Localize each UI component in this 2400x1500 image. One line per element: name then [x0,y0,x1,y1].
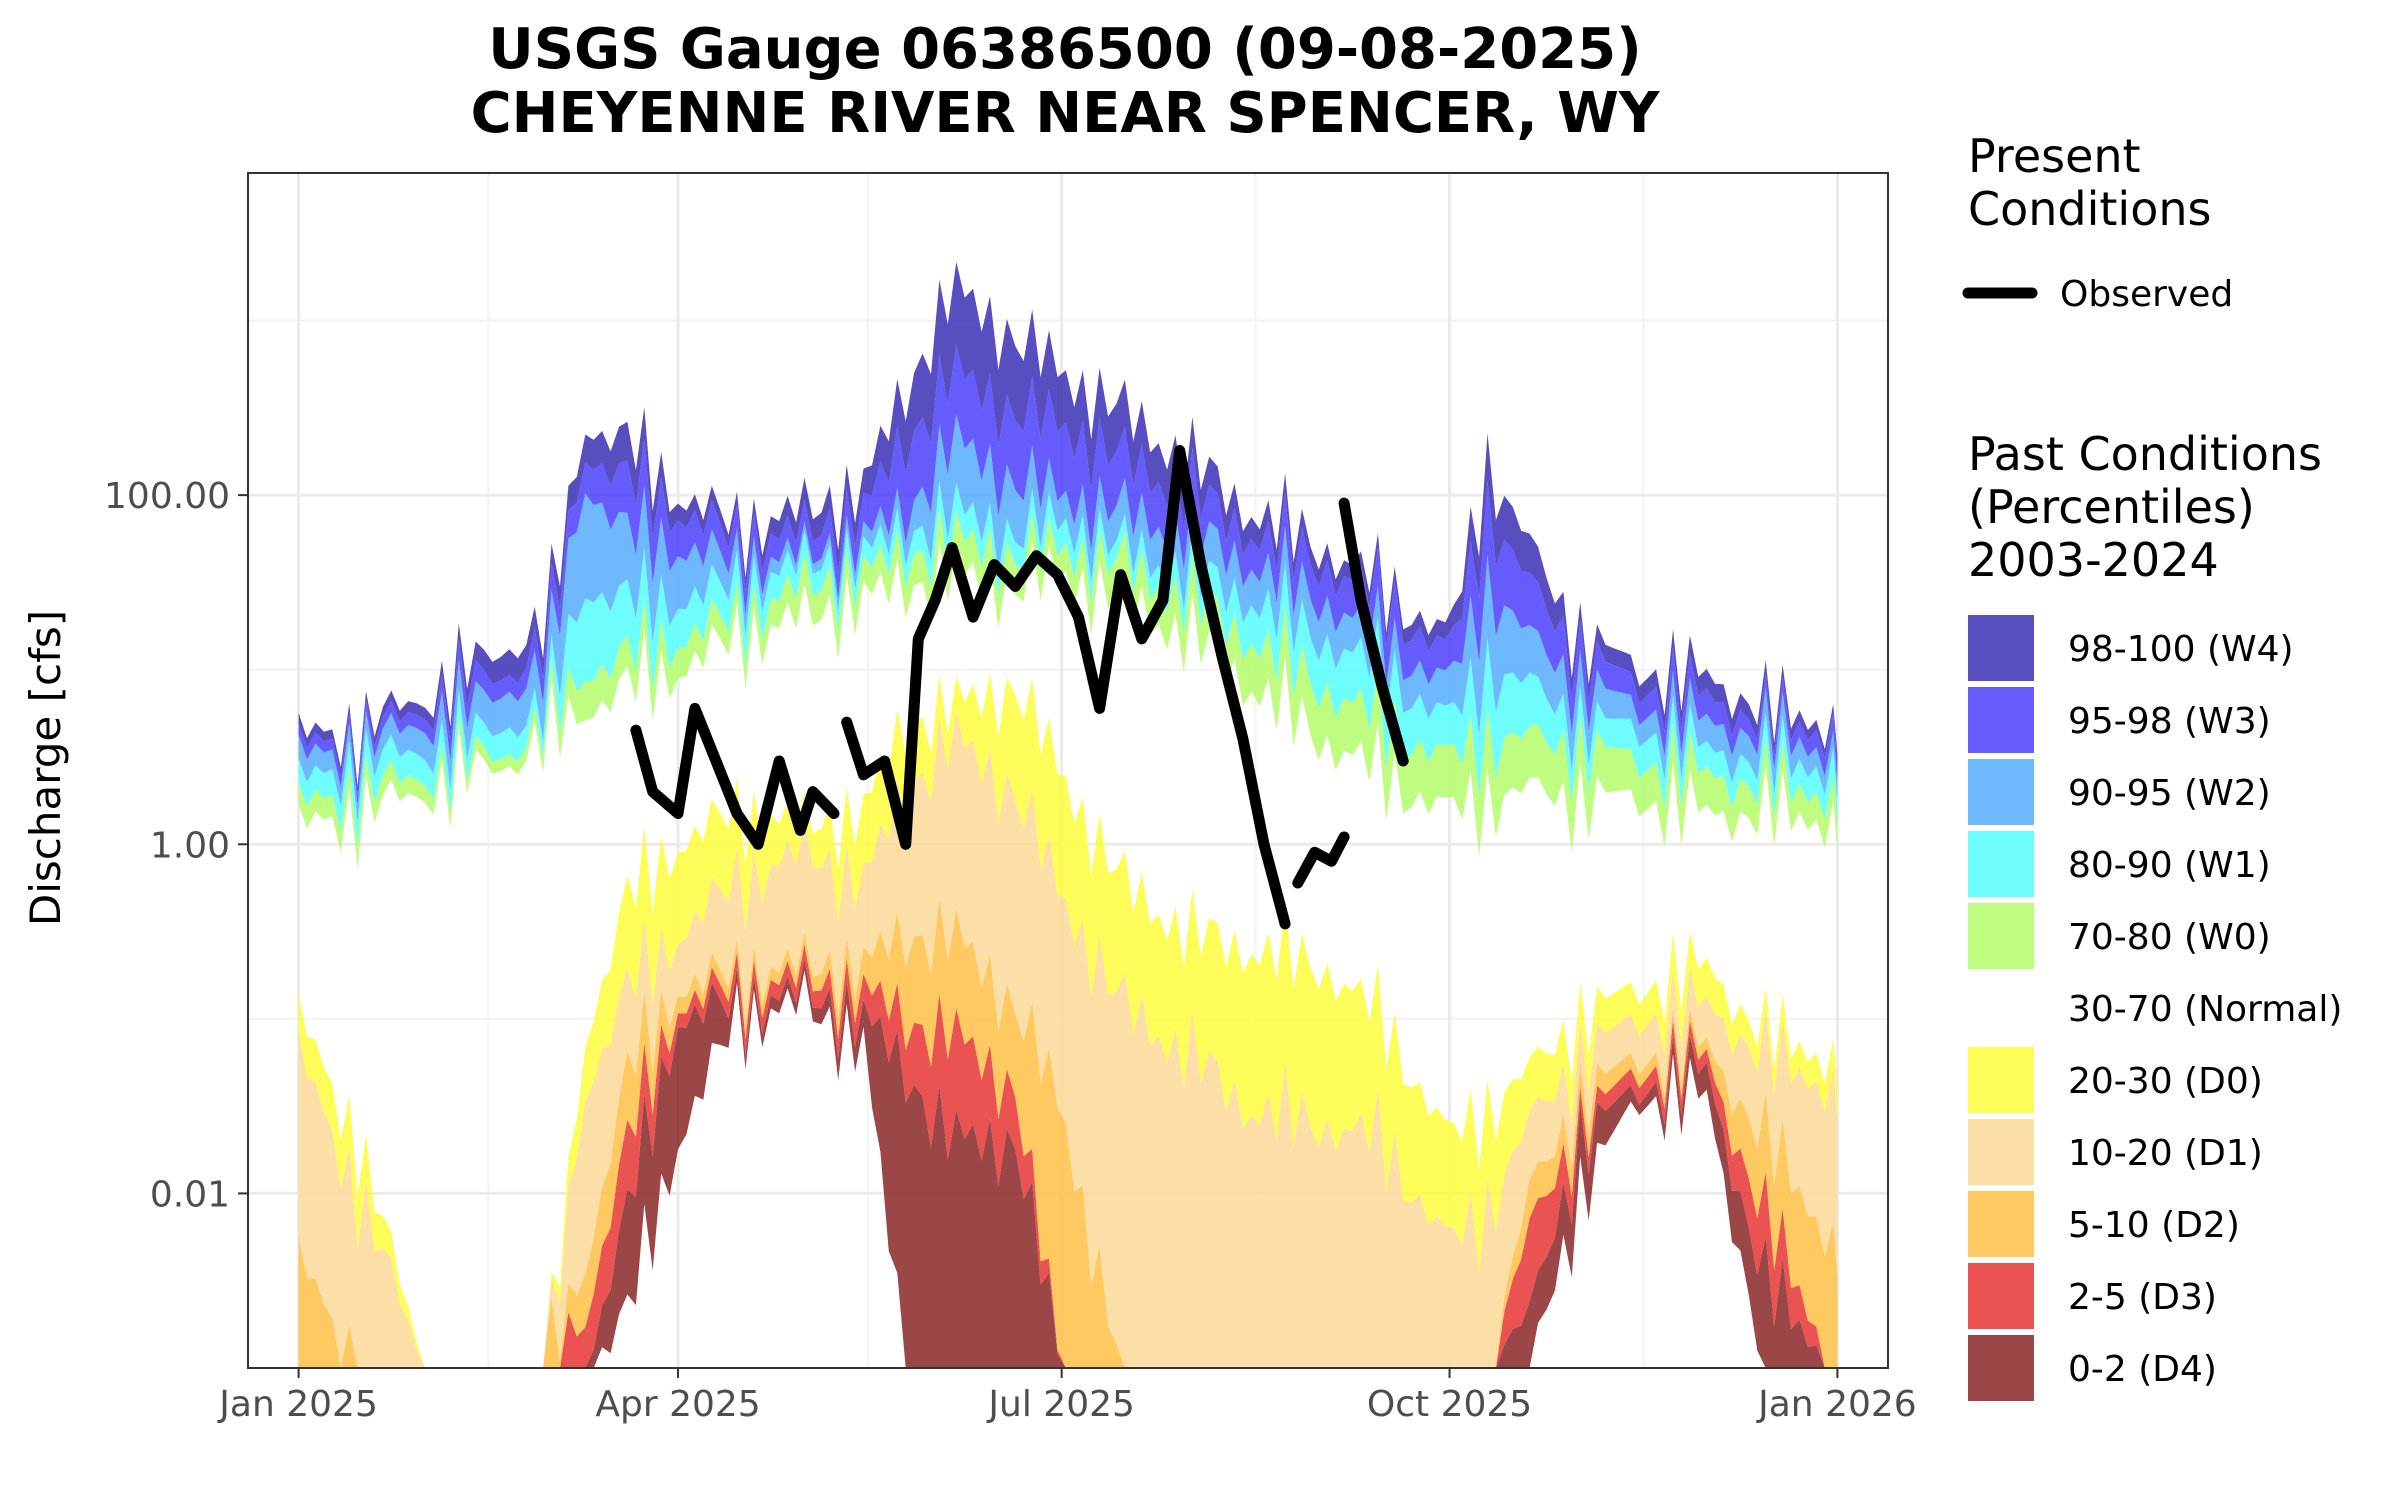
legend-swatch [1968,831,2034,897]
observed-series [630,445,1409,930]
legend-swatch [1968,615,2034,681]
legend-band-label: 20-30 (D0) [2068,1061,2263,1102]
y-tick-label: 0.01 [150,1174,230,1215]
band-95-98 [298,344,1838,806]
legend-swatch [1968,759,2034,825]
axis-ticks [238,494,1839,1378]
legend-band-label: 2-5 (D3) [2068,1277,2217,1318]
legend-swatch [1968,687,2034,753]
legend-band-label: 90-95 (W2) [2068,773,2271,814]
legend-band-label: 30-70 (Normal) [2068,989,2342,1030]
band-70-80 [298,507,1838,870]
x-tick-label: Oct 2025 [1367,1384,1532,1425]
plot-border [247,172,1889,1369]
legend-present-title-line1: Present [1968,129,2141,183]
observed-line [1292,831,1350,889]
legend-band-label: 70-80 (W0) [2068,917,2271,958]
x-tick-label: Jul 2025 [986,1384,1135,1425]
legend-swatch [1968,1047,2034,1113]
legend-past-title-line3: 2003-2024 [1968,533,2219,587]
legend-observed-label: Observed [2060,274,2233,315]
legend-band-label: 98-100 (W4) [2068,629,2294,670]
x-tick-label: Jan 2026 [1756,1384,1917,1425]
y-axis-title: Discharge [cfs] [21,610,70,926]
band-0-2 [298,958,1838,1368]
observed-line [841,445,1291,930]
legend-swatch [1968,903,2034,969]
observed-line [1338,497,1409,767]
x-tick-label: Jan 2025 [217,1384,378,1425]
band-80-90 [298,480,1838,848]
band-20-30 [298,672,1838,1368]
legend-swatch [1968,1263,2034,1329]
x-tick-label: Apr 2025 [595,1384,760,1425]
legend-band-label: 5-10 (D2) [2068,1205,2240,1246]
legend-swatch [1968,1191,2034,1257]
legend-swatch [1968,975,2034,1041]
legend: Present Conditions Observed Past Conditi… [1962,129,2342,1401]
legend-past-title-line2: (Percentiles) [1968,480,2255,534]
legend-past-title-line1: Past Conditions [1968,427,2322,481]
x-tick-labels: Jan 2025 Apr 2025 Jul 2025 Oct 2025 Jan 2026 [217,1384,1916,1425]
legend-band-items: 98-100 (W4) 95-98 (W3) 90-95 (W2) 80-90 (W1… [1968,615,2342,1401]
y-tick-label: 100.00 [104,476,230,517]
legend-band-label: 10-20 (D1) [2068,1133,2263,1174]
chart-title: USGS Gauge 06386500 (09-08-2025) [488,17,1641,82]
legend-swatch [1968,1335,2034,1401]
observed-line [630,702,840,850]
chart-subtitle: CHEYENNE RIVER NEAR SPENCER, WY [471,81,1661,146]
band-10-20 [298,711,1838,1368]
legend-present-title-line2: Conditions [1968,182,2211,236]
legend-swatch [1968,1119,2034,1185]
legend-band-label: 95-98 (W3) [2068,701,2271,742]
y-tick-label: 1.00 [150,825,230,866]
band-5-10 [298,898,1838,1368]
percentile-bands [298,261,1838,1368]
y-tick-labels: 100.00 1.00 0.01 [104,476,230,1215]
legend-band-label: 80-90 (W1) [2068,845,2271,886]
legend-band-label: 0-2 (D4) [2068,1349,2217,1390]
